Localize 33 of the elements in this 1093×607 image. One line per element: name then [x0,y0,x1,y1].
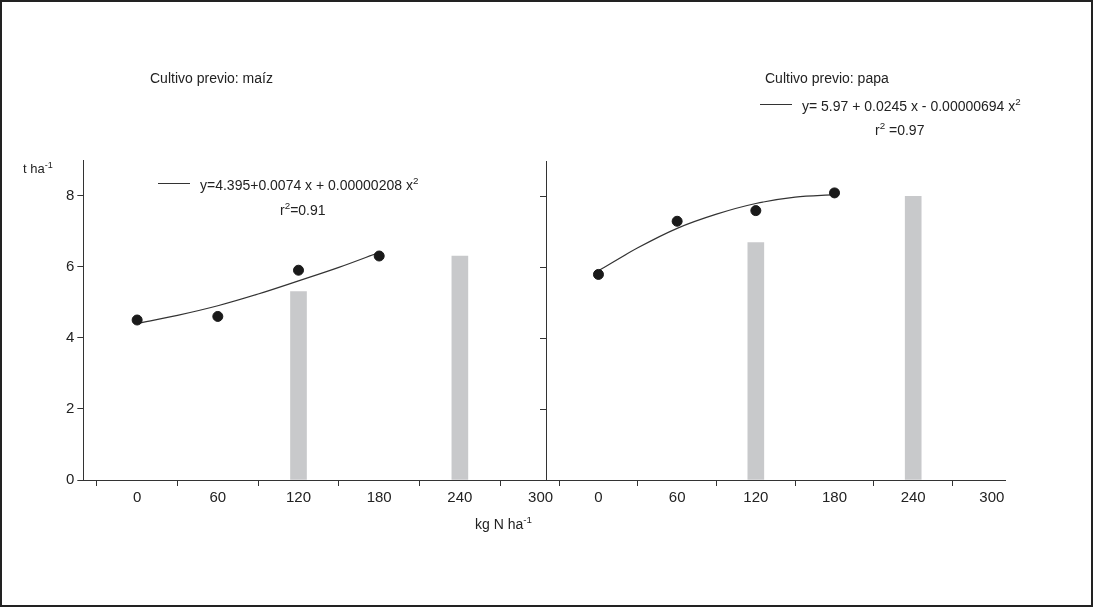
x-tick-label: 0 [132,488,142,506]
y-tick-label: 8 [66,185,75,203]
point [131,314,143,326]
text: r$^{2}$ =0.97 [875,120,925,138]
point [829,187,841,199]
x-tick-label: 60 [209,488,227,506]
x-tick-label: 180 [822,488,848,506]
y-tick-label: 0 [66,470,75,488]
x-tick-label: 240 [900,488,926,506]
legend-label: y= 5.97 + 0.0245 x - 0.00000694 x$^{2}$ [802,96,1021,114]
x-tick-label: 120 [285,488,312,506]
x-tick-label: 60 [668,488,686,506]
x-tick-label: 180 [366,488,392,506]
chart-title: Cultivo previo: papa [765,70,889,86]
legend-label: y=4.395+0.0074 x + 0.00000208 x$^{2}$ [200,175,419,193]
x-tick-label: 300 [528,488,554,506]
point [293,264,304,276]
point [592,268,604,280]
point [671,215,683,227]
y-tick-label: 2 [66,399,75,417]
y-axis-title: t ha$^{-1}$ [23,160,53,177]
y-tick-label: 6 [66,256,75,274]
x-tick-label: 240 [447,488,473,506]
chart-title: Cultivo previo: maíz [150,70,273,86]
x-tick-label: 0 [594,488,603,506]
point [212,310,224,322]
x-axis-title: kg N ha$^{-1}$ [475,514,532,532]
x-tick-label: 300 [979,488,1005,506]
annotation: r$^{2}$=0.91 [280,200,326,218]
point [750,205,762,217]
x-tick-label: 120 [743,488,769,506]
point [373,250,385,262]
y-tick-label: 4 [66,327,75,345]
